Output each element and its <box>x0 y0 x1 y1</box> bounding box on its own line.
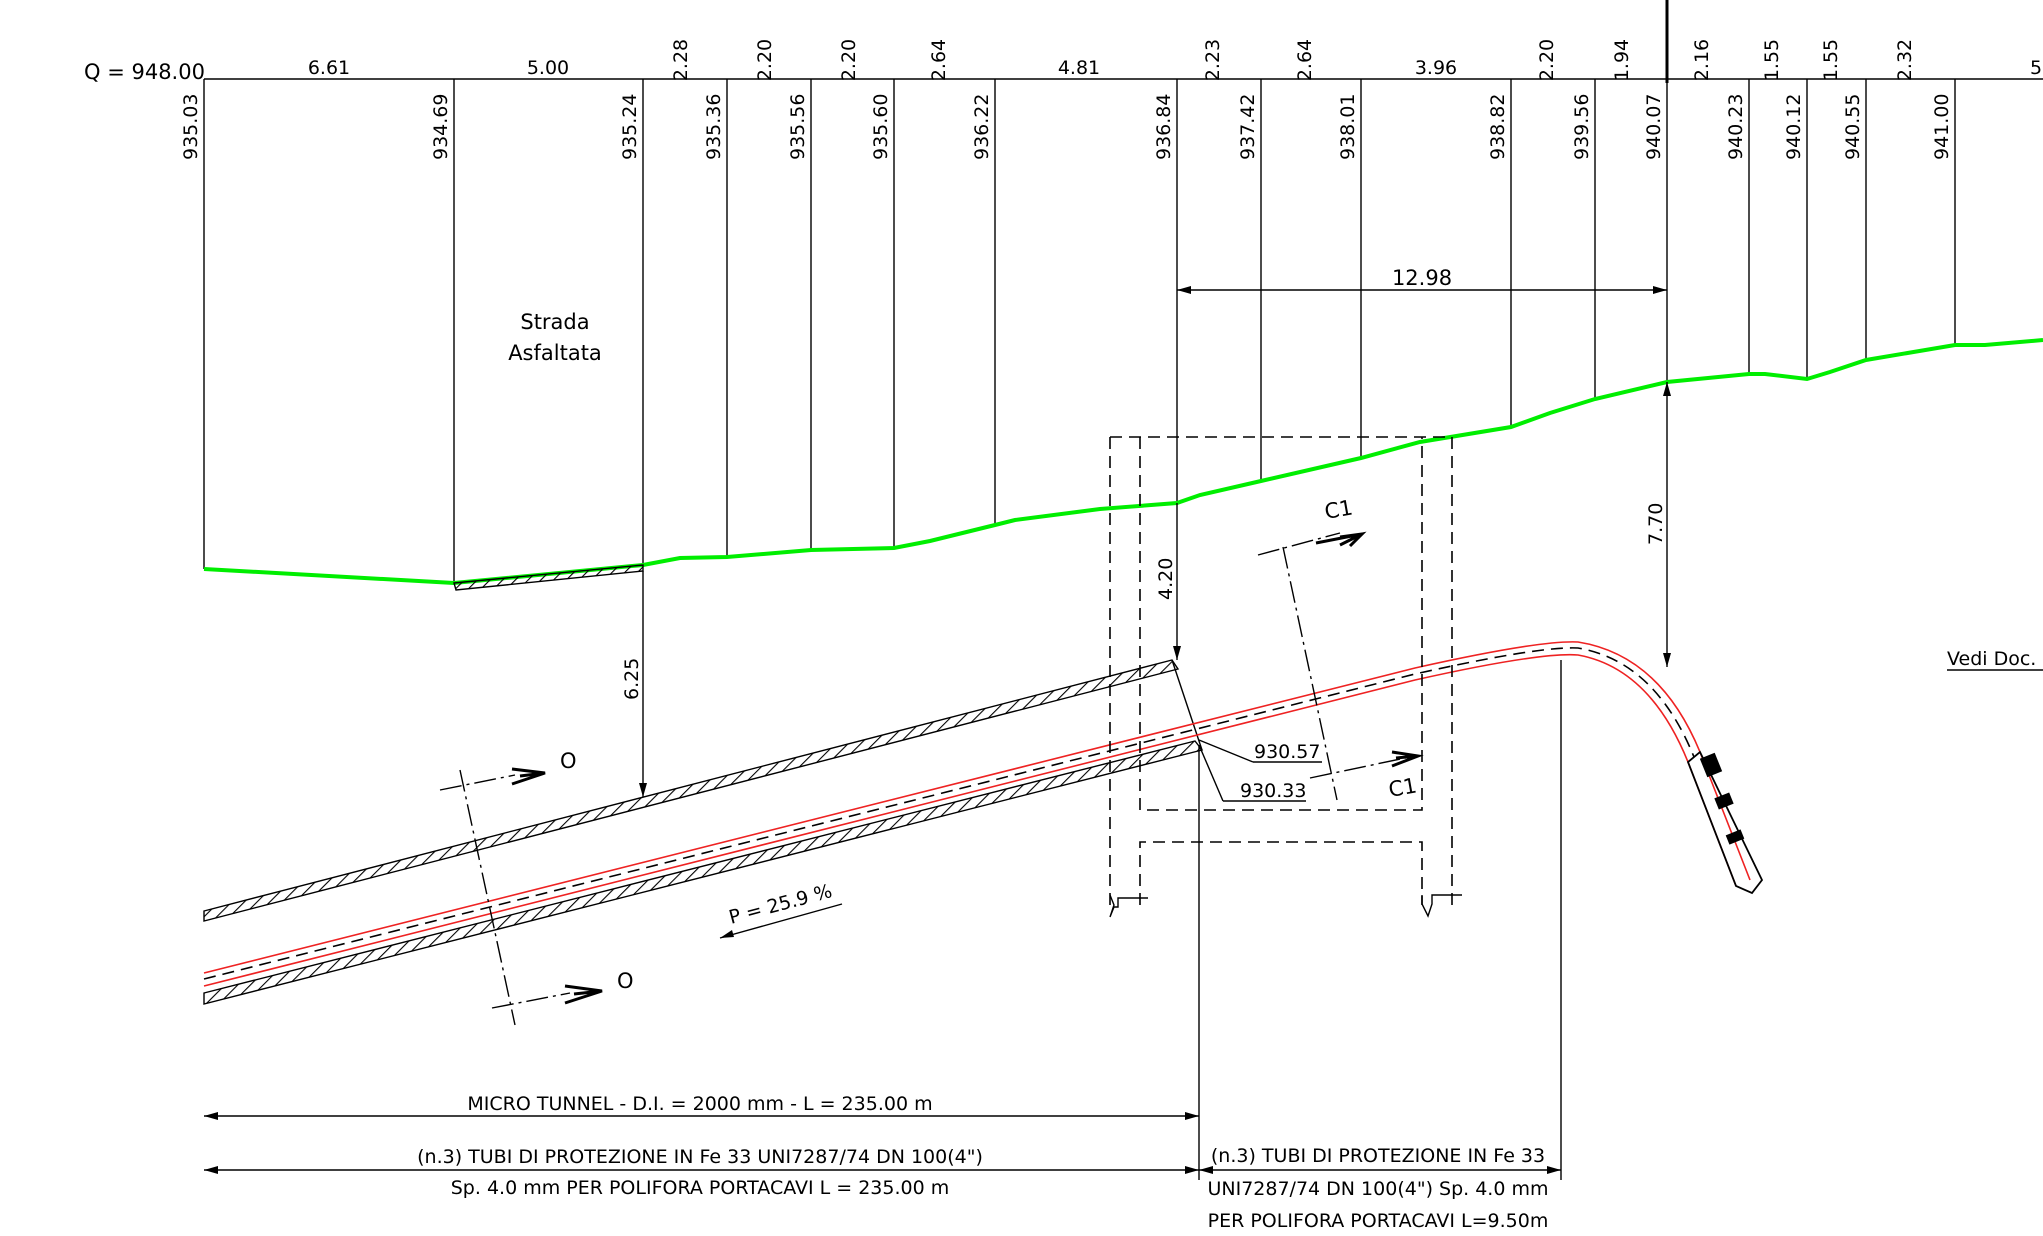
elevation-930-57: 930.57 <box>1254 741 1320 763</box>
elevation-label: 936.84 <box>1153 94 1175 160</box>
note-pipes-right-3: PER POLIFORA PORTACAVI L=9.50m <box>1208 1210 1549 1232</box>
elevation-label: 935.36 <box>703 94 725 160</box>
elevation-label: 940.55 <box>1842 94 1864 160</box>
elevation-label: 940.12 <box>1783 94 1805 160</box>
elevation-930-33: 930.33 <box>1240 780 1306 802</box>
note-pipes-left-1: (n.3) TUBI DI PROTEZIONE IN Fe 33 UNI728… <box>417 1146 983 1168</box>
elevation-label: 935.60 <box>870 94 892 160</box>
distance-label: 2.20 <box>754 39 776 81</box>
ground-profile <box>203 338 2043 586</box>
distance-label: 4.81 <box>1058 57 1100 79</box>
elevation-label: 935.24 <box>619 94 641 160</box>
dim-4-20-label: 4.20 <box>1155 558 1177 600</box>
distance-label: 1.94 <box>1611 39 1633 81</box>
distance-label: 2.20 <box>838 39 860 81</box>
elevation-label: 941.00 <box>1931 94 1953 160</box>
dimension-7-70: 7.70 <box>1645 382 1671 667</box>
section-o: O O <box>439 749 634 1026</box>
distance-label: 2.28 <box>670 39 692 81</box>
elevation-label: 940.07 <box>1643 94 1665 160</box>
bottom-dimensions <box>204 660 1562 1180</box>
dimension-6-25: 6.25 <box>621 571 647 797</box>
elevation-label: 934.69 <box>430 94 452 160</box>
section-c1-top: C1 <box>1323 495 1355 524</box>
elevation-label: 936.22 <box>971 94 993 160</box>
distance-label: 2.64 <box>1294 39 1316 81</box>
distance-label: 2.23 <box>1202 39 1224 81</box>
distance-label: 3.96 <box>1415 57 1457 79</box>
dimension-12-98: 12.98 <box>1177 266 1667 294</box>
distance-label: 1.55 <box>1820 39 1842 81</box>
elevation-labels: 935.03 934.69 935.24 935.36 935.56 935.60 936.… <box>180 94 1953 160</box>
dim-6-25-label: 6.25 <box>621 658 643 700</box>
dim-7-70-label: 7.70 <box>1645 503 1667 545</box>
section-o-top: O <box>560 749 577 773</box>
launch-shaft <box>1109 436 1462 918</box>
distance-labels: 6.61 5.00 2.28 2.20 2.20 2.64 4.81 2.23 2.64 3.96… <box>308 39 2042 81</box>
section-o-bottom: O <box>617 969 634 993</box>
elevation-label: 937.42 <box>1237 94 1259 160</box>
header-band: Q = 948.00 6.61 5.00 2.28 2.20 2.20 2.64 4.81 2… <box>84 0 2043 160</box>
distance-label: 5.00 <box>527 57 569 79</box>
section-c1: C1 C1 <box>1257 495 1424 802</box>
datum-label: Q = 948.00 <box>84 60 205 84</box>
station-lines <box>203 79 1956 583</box>
asphalt-road-hatch <box>453 564 644 591</box>
distance-label: 2.20 <box>1536 39 1558 81</box>
micro-tunnel <box>203 659 1204 1005</box>
distance-label: 2.16 <box>1691 39 1713 81</box>
dimension-4-20: 4.20 <box>1155 503 1181 660</box>
note-pipes-left-2: Sp. 4.0 mm PER POLIFORA PORTACAVI L = 23… <box>451 1177 950 1199</box>
pipe-end-casing <box>1686 750 1764 895</box>
distance-label: 1.55 <box>1761 39 1783 81</box>
elevation-label: 939.56 <box>1571 94 1593 160</box>
slope-indicator: P = 25.9 % <box>719 880 843 939</box>
dim-12-98-label: 12.98 <box>1392 266 1452 290</box>
note-pipes-right-2: UNI7287/74 DN 100(4") Sp. 4.0 mm <box>1207 1178 1548 1200</box>
protection-pipes <box>203 641 1751 987</box>
elevation-label: 935.03 <box>180 94 202 160</box>
see-doc-label: Vedi Doc. <box>1947 648 2036 670</box>
elevation-label: 938.82 <box>1487 94 1509 160</box>
distance-label: 2.64 <box>928 39 950 81</box>
elevation-label: 938.01 <box>1337 94 1359 160</box>
note-pipes-right-1: (n.3) TUBI DI PROTEZIONE IN Fe 33 <box>1211 1145 1545 1167</box>
invert-elevations: 930.57 930.33 <box>1198 739 1322 802</box>
note-microtunnel: MICRO TUNNEL - D.I. = 2000 mm - L = 235.… <box>467 1093 932 1115</box>
elevation-label: 935.56 <box>787 94 809 160</box>
elevation-label: 940.23 <box>1725 94 1747 160</box>
distance-label: 2.32 <box>1894 39 1916 81</box>
road-label-2: Asfaltata <box>508 341 602 365</box>
section-c1-bottom: C1 <box>1387 773 1419 802</box>
road-label-1: Strada <box>520 310 589 334</box>
distance-label: 6.61 <box>308 57 350 79</box>
distance-label: 5 <box>2030 57 2042 79</box>
